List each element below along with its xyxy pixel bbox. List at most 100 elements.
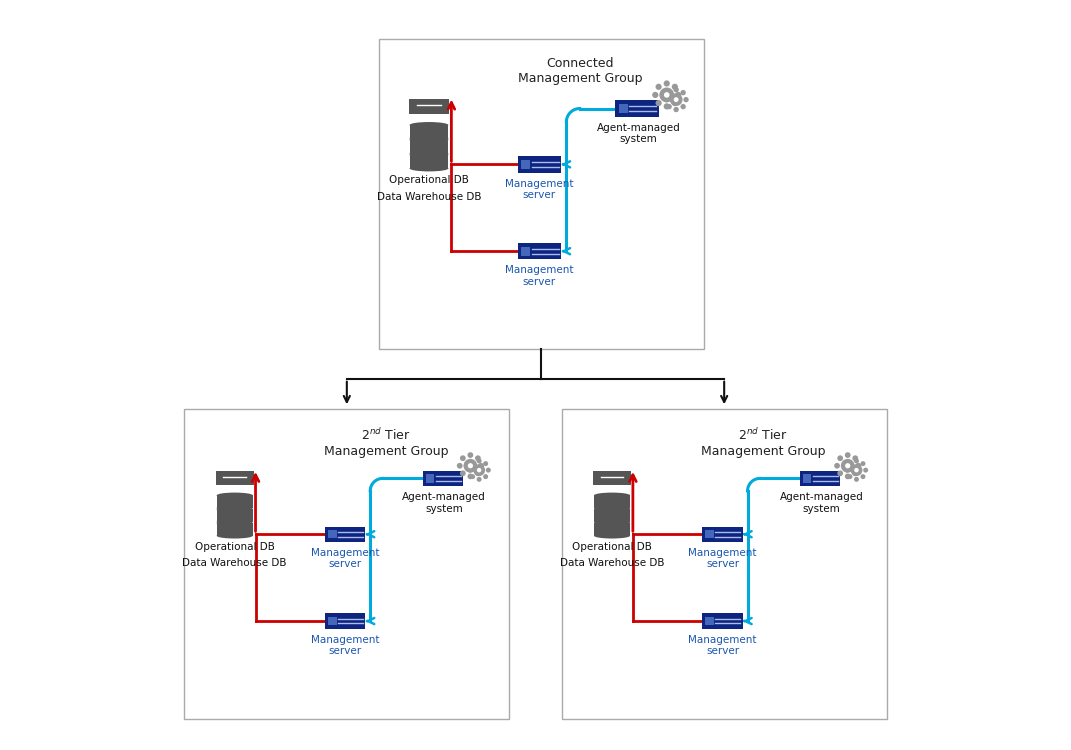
- Circle shape: [477, 468, 481, 472]
- Circle shape: [680, 90, 685, 95]
- Circle shape: [674, 98, 679, 102]
- Bar: [423, 471, 463, 486]
- Circle shape: [470, 474, 476, 479]
- Bar: [328, 616, 336, 626]
- Text: Operational DB: Operational DB: [572, 542, 652, 552]
- Circle shape: [853, 455, 858, 461]
- Circle shape: [655, 100, 662, 106]
- Circle shape: [655, 84, 662, 90]
- Circle shape: [683, 97, 689, 102]
- FancyBboxPatch shape: [561, 409, 887, 718]
- Circle shape: [854, 477, 859, 482]
- Ellipse shape: [594, 519, 630, 524]
- Circle shape: [476, 470, 481, 476]
- Circle shape: [486, 468, 491, 472]
- Text: $2^{nd}$ Tier
Management Group: $2^{nd}$ Tier Management Group: [323, 427, 448, 458]
- Circle shape: [476, 455, 481, 461]
- Text: Agent-managed
system: Agent-managed system: [597, 123, 680, 144]
- Bar: [408, 99, 450, 114]
- Bar: [706, 530, 714, 538]
- Ellipse shape: [594, 533, 630, 538]
- Bar: [619, 104, 628, 113]
- Text: Management
server: Management server: [311, 634, 379, 656]
- Circle shape: [675, 92, 681, 98]
- Bar: [216, 496, 253, 508]
- Bar: [616, 100, 659, 117]
- Circle shape: [468, 464, 473, 468]
- Circle shape: [860, 474, 865, 479]
- Circle shape: [660, 88, 674, 102]
- Circle shape: [841, 459, 855, 472]
- Circle shape: [854, 458, 859, 464]
- Bar: [800, 471, 841, 486]
- Bar: [326, 526, 365, 542]
- Circle shape: [672, 100, 678, 106]
- Ellipse shape: [216, 493, 253, 498]
- Bar: [216, 524, 253, 536]
- Bar: [706, 616, 714, 626]
- Circle shape: [467, 452, 473, 458]
- Circle shape: [470, 461, 476, 466]
- Text: Agent-managed
system: Agent-managed system: [403, 492, 486, 514]
- Text: Data Warehouse DB: Data Warehouse DB: [377, 191, 481, 202]
- Circle shape: [669, 93, 682, 106]
- Circle shape: [672, 84, 678, 90]
- Circle shape: [850, 464, 862, 476]
- Ellipse shape: [216, 533, 253, 538]
- Bar: [326, 614, 365, 628]
- Ellipse shape: [409, 165, 449, 172]
- Bar: [803, 474, 812, 482]
- Circle shape: [664, 104, 669, 110]
- Circle shape: [664, 97, 669, 102]
- Ellipse shape: [594, 520, 630, 526]
- Text: Agent-managed
system: Agent-managed system: [780, 492, 863, 514]
- Bar: [522, 247, 530, 256]
- Circle shape: [674, 106, 679, 112]
- Circle shape: [652, 92, 659, 98]
- Circle shape: [674, 87, 679, 92]
- Circle shape: [483, 461, 488, 466]
- Circle shape: [860, 461, 865, 466]
- Bar: [409, 140, 449, 154]
- Text: Operational DB: Operational DB: [195, 542, 274, 552]
- Ellipse shape: [409, 151, 449, 157]
- Circle shape: [666, 104, 672, 110]
- Circle shape: [845, 473, 850, 479]
- Circle shape: [845, 452, 850, 458]
- Bar: [517, 156, 561, 172]
- FancyBboxPatch shape: [184, 409, 510, 718]
- Text: Data Warehouse DB: Data Warehouse DB: [560, 559, 664, 568]
- Bar: [703, 614, 742, 628]
- Bar: [594, 496, 630, 508]
- Ellipse shape: [594, 506, 630, 512]
- Circle shape: [863, 468, 869, 472]
- Bar: [522, 160, 530, 169]
- Circle shape: [477, 477, 482, 482]
- Bar: [594, 509, 630, 522]
- Text: Management
server: Management server: [689, 548, 757, 569]
- Ellipse shape: [409, 152, 449, 158]
- Circle shape: [666, 90, 672, 95]
- Bar: [703, 526, 742, 542]
- Ellipse shape: [409, 137, 449, 143]
- Circle shape: [680, 104, 685, 110]
- Circle shape: [664, 92, 669, 98]
- Bar: [328, 530, 336, 538]
- Text: Data Warehouse DB: Data Warehouse DB: [182, 559, 287, 568]
- Bar: [425, 474, 434, 482]
- Circle shape: [845, 464, 850, 468]
- Ellipse shape: [216, 519, 253, 524]
- FancyBboxPatch shape: [378, 39, 704, 349]
- Text: Operational DB: Operational DB: [389, 175, 469, 185]
- Circle shape: [856, 463, 861, 469]
- Bar: [409, 155, 449, 169]
- Circle shape: [467, 468, 472, 472]
- Text: Management
server: Management server: [506, 266, 574, 287]
- Bar: [517, 243, 561, 260]
- Text: $2^{nd}$ Tier
Management Group: $2^{nd}$ Tier Management Group: [700, 427, 826, 458]
- Circle shape: [838, 470, 843, 476]
- Circle shape: [473, 464, 485, 476]
- Circle shape: [459, 455, 466, 461]
- Circle shape: [467, 473, 473, 479]
- Circle shape: [483, 474, 488, 479]
